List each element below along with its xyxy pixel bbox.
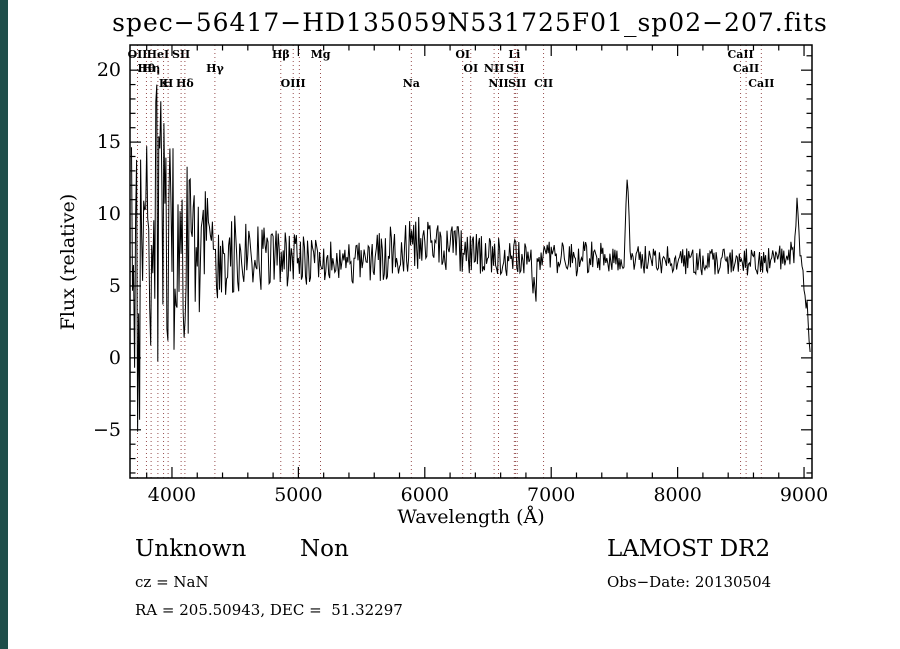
spectral-line-label: Na (403, 77, 420, 90)
plot-frame (129, 44, 813, 479)
left-edge-strip (0, 0, 8, 649)
y-tick-label: 15 (97, 131, 121, 153)
x-tick-label: 4000 (148, 484, 196, 506)
obs-date: Obs−Date: 20130504 (607, 573, 772, 591)
y-tick-label: 0 (109, 347, 121, 369)
y-tick-label: −5 (93, 419, 121, 441)
spectral-line-label: OI (455, 48, 470, 61)
spectral-line-label: SII (172, 48, 190, 61)
survey-label: LAMOST DR2 (607, 536, 771, 562)
cz-value: cz = NaN (135, 573, 209, 591)
spectrum-trace (131, 84, 811, 432)
spectral-line-label: Hδ (176, 77, 194, 90)
spectral-line-label: H (163, 77, 173, 90)
spectral-line-label: OIII (281, 77, 306, 90)
x-tick-label: 6000 (401, 484, 449, 506)
spectral-line-label: CaII (728, 48, 754, 61)
x-tick-label: 9000 (780, 484, 828, 506)
spectral-line-label: K (159, 77, 169, 90)
spectral-line-label: NII (488, 77, 508, 90)
spectral-line-label: HeI (147, 48, 170, 61)
spectral-line-label: Hγ (206, 62, 224, 75)
y-tick-label: 5 (109, 275, 121, 297)
spectral-line-label: CaII (733, 62, 759, 75)
x-tick-label: 8000 (653, 484, 701, 506)
spectral-line-label: OI (463, 62, 478, 75)
spectral-line-label: SII (506, 62, 524, 75)
spectral-line-label: Hη (142, 62, 160, 75)
subclass-text: Non (300, 536, 349, 562)
x-tick-label: 5000 (274, 484, 322, 506)
spectral-line-label: SII (508, 77, 526, 90)
ra-dec-coordinates: RA = 205.50943, DEC = 51.32297 (135, 601, 403, 619)
spectral-line-label: CII (534, 77, 553, 90)
spectral-line-label: Li (508, 48, 520, 61)
y-tick-label: 10 (97, 203, 121, 225)
spectral-line-label: CaII (748, 77, 774, 90)
spectral-line-label: NII (484, 62, 504, 75)
x-axis-label: Wavelength (Å) (397, 506, 545, 528)
plot-title: spec−56417−HD135059N531725F01_sp02−207.f… (112, 8, 828, 37)
y-tick-label: 20 (97, 59, 121, 81)
spectral-line-label: Mg (311, 48, 331, 61)
spectral-line-label: OII (128, 48, 148, 61)
x-tick-label: 7000 (527, 484, 575, 506)
classification-text: Unknown (135, 536, 247, 562)
spectral-line-label: Hβ (272, 48, 290, 61)
